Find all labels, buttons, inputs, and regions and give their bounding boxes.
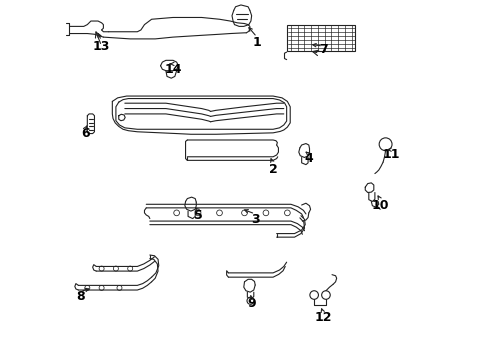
Text: 1: 1 [252, 36, 261, 49]
Text: 12: 12 [314, 311, 331, 324]
Text: 9: 9 [247, 297, 255, 310]
Text: 7: 7 [318, 43, 327, 56]
Text: 8: 8 [76, 289, 84, 303]
Text: 10: 10 [371, 198, 388, 212]
Text: 6: 6 [81, 127, 90, 140]
Text: 11: 11 [382, 148, 399, 162]
Text: 14: 14 [164, 63, 182, 76]
Text: 13: 13 [93, 40, 110, 53]
Text: 2: 2 [268, 163, 277, 176]
Text: 3: 3 [250, 213, 259, 226]
Text: 5: 5 [193, 209, 202, 222]
Text: 4: 4 [304, 152, 312, 165]
FancyBboxPatch shape [287, 24, 354, 51]
